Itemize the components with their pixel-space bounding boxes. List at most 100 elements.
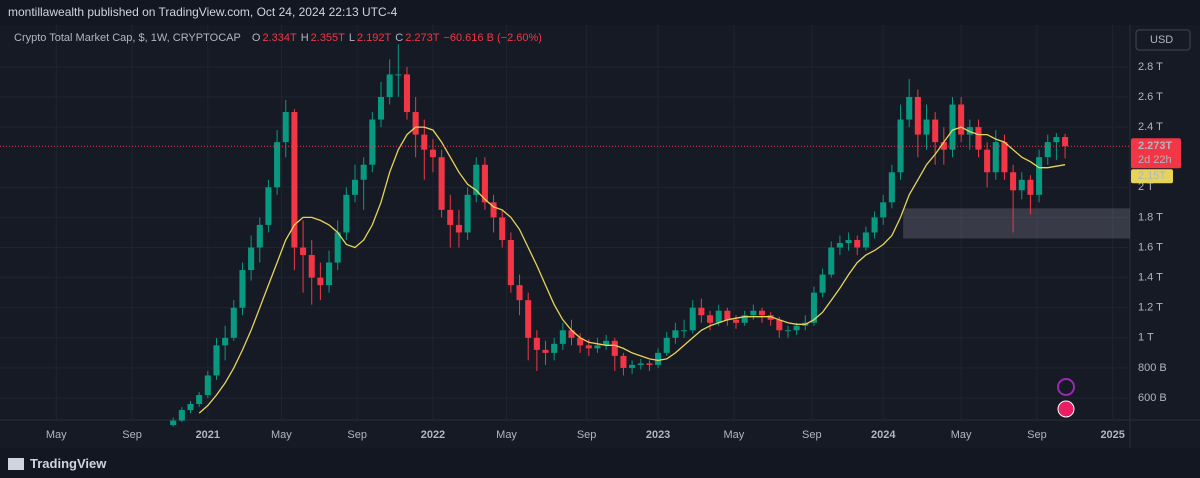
candle-body <box>975 127 982 150</box>
ohlc-value: 2.334T <box>262 32 297 44</box>
candle-body <box>438 157 445 210</box>
candle-body <box>871 217 878 233</box>
candle-body <box>698 307 705 316</box>
event-icon[interactable] <box>1057 378 1075 396</box>
candle-body <box>334 232 341 263</box>
candle-body <box>715 310 722 323</box>
candle-body <box>222 337 229 346</box>
candle-body <box>1010 172 1017 191</box>
candle-body <box>351 179 359 195</box>
candle-body <box>343 194 350 233</box>
candle-body <box>473 164 480 195</box>
byline: montillawealth published on TradingView.… <box>8 5 398 19</box>
x-tick-label: 2025 <box>1100 429 1124 441</box>
candle-body <box>1062 137 1069 147</box>
candle-body <box>464 194 471 233</box>
last-price-box <box>1131 138 1181 169</box>
x-tick-label: Sep <box>577 429 597 441</box>
candle-body <box>932 119 939 143</box>
candle-body <box>196 395 203 405</box>
candle-body <box>1018 179 1025 191</box>
candle-body <box>516 285 523 301</box>
candle-body <box>170 420 177 426</box>
candle-body <box>958 104 965 135</box>
candle-body <box>672 330 679 338</box>
candle-body <box>646 363 653 365</box>
candle-body <box>507 239 514 286</box>
candle-body <box>525 300 532 338</box>
candle-body <box>447 209 454 225</box>
candle-body <box>620 355 627 368</box>
candle-body <box>568 330 575 338</box>
x-tick-label: 2023 <box>646 429 670 441</box>
flag-icon[interactable] <box>1057 400 1075 418</box>
y-tick-label: 2.4 T <box>1138 121 1163 133</box>
x-tick-label: May <box>46 429 67 441</box>
candle-body <box>888 172 895 203</box>
candle-body <box>949 104 956 150</box>
ma-price-label: 2.15T <box>1138 170 1166 182</box>
x-tick-label: Sep <box>122 429 142 441</box>
y-tick-label: 1.2 T <box>1138 302 1163 314</box>
candle-body <box>776 319 783 331</box>
candle-body <box>810 292 817 323</box>
currency[interactable]: USD <box>1150 34 1173 46</box>
candle-body <box>490 202 497 218</box>
y-tick-label: 1.4 T <box>1138 272 1163 284</box>
candle-body <box>1001 142 1008 173</box>
candle-body <box>629 364 636 368</box>
candle-body <box>455 224 462 233</box>
moving-average <box>198 126 1066 414</box>
candle-body <box>533 337 540 350</box>
candle-body <box>906 96 913 120</box>
x-tick-label: May <box>271 429 292 441</box>
candle-body <box>854 239 861 248</box>
candle-body <box>828 247 835 275</box>
change: −60.616 B (−2.60%) <box>443 32 542 44</box>
candle-body <box>274 142 281 188</box>
candle-body <box>1044 142 1051 158</box>
candle-body <box>984 149 991 173</box>
candle-body <box>239 270 246 308</box>
currency-box[interactable] <box>1135 29 1191 51</box>
candle-body <box>793 325 800 331</box>
candle-body <box>386 74 393 97</box>
x-tick-label: May <box>496 429 517 441</box>
candle-body <box>300 247 307 256</box>
candle-body <box>603 340 610 346</box>
candle-body <box>594 345 601 349</box>
x-tick-label: May <box>951 429 972 441</box>
candle-body <box>429 149 436 158</box>
candle-body <box>750 310 757 316</box>
candle-body <box>819 274 826 293</box>
last-price-label: 2.273T <box>1138 140 1173 152</box>
candle-body <box>317 277 324 286</box>
candle-body <box>308 255 315 278</box>
candle-body <box>265 187 272 225</box>
ohlc-value: 2.192T <box>357 32 392 44</box>
chart-panel <box>0 25 1200 448</box>
candle-body <box>655 352 662 365</box>
countdown: 2d 22h <box>1138 154 1172 166</box>
ohlc-label: H <box>300 32 309 44</box>
x-tick-label: Sep <box>802 429 822 441</box>
y-tick-label: 1.6 T <box>1138 241 1163 253</box>
zone <box>903 208 1130 239</box>
candle-body <box>178 410 185 421</box>
x-tick-label: 2022 <box>421 429 445 441</box>
candle-body <box>611 340 618 356</box>
y-tick-label: 2 T <box>1138 181 1154 193</box>
candle-body <box>213 345 220 376</box>
candle-body <box>758 310 766 316</box>
candle-body <box>360 164 367 180</box>
x-tick-label: 2021 <box>196 429 220 441</box>
candle-body <box>585 345 592 349</box>
ohlc-value: 2.273T <box>405 32 440 44</box>
y-tick-label: 1 T <box>1138 332 1154 344</box>
candle-body <box>248 247 255 271</box>
candle-body <box>784 330 791 332</box>
y-tick-label: 800 B <box>1138 362 1167 374</box>
candle-body <box>1053 137 1060 143</box>
x-tick-label: May <box>723 429 744 441</box>
